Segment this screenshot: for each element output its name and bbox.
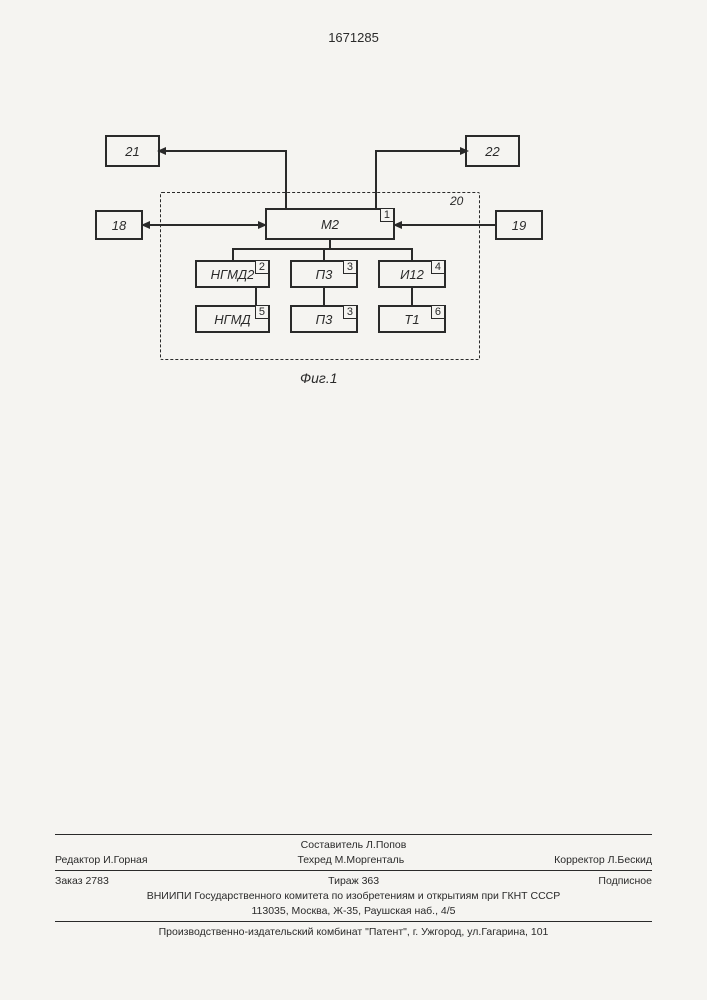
- order: Заказ 2783: [55, 874, 109, 889]
- box-p3a: П3 3: [290, 260, 358, 288]
- box-18: 18: [95, 210, 143, 240]
- box-label: И12: [400, 267, 424, 282]
- editor: Редактор И.Горная: [55, 853, 148, 868]
- box-label: 19: [512, 218, 526, 233]
- box-i12: И12 4: [378, 260, 446, 288]
- compiler: Составитель Л.Попов: [55, 838, 652, 853]
- box-num: 1: [380, 209, 393, 222]
- box-label: 22: [485, 144, 499, 159]
- box-22: 22: [465, 135, 520, 167]
- subscription: Подписное: [598, 874, 652, 889]
- box-ngmd2: НГМД2 2: [195, 260, 270, 288]
- techred: Техред М.Моргенталь: [297, 853, 404, 868]
- box-num: 6: [431, 306, 444, 319]
- box-label: 21: [125, 144, 139, 159]
- org1: ВНИИПИ Государственного комитета по изоб…: [55, 889, 652, 904]
- box-p3b: П3 3: [290, 305, 358, 333]
- corrector: Корректор Л.Бескид: [554, 853, 652, 868]
- tirage: Тираж 363: [328, 874, 379, 889]
- box-ngmd: НГМД 5: [195, 305, 270, 333]
- box-label: М2: [321, 217, 339, 232]
- addr1: 113035, Москва, Ж-35, Раушская наб., 4/5: [55, 904, 652, 919]
- box-num: 3: [343, 261, 356, 274]
- footer-block: Составитель Л.Попов Редактор И.Горная Те…: [55, 831, 652, 940]
- org2: Производственно-издательский комбинат "П…: [55, 925, 652, 940]
- box-19: 19: [495, 210, 543, 240]
- box-num: 4: [431, 261, 444, 274]
- box-label: 18: [112, 218, 126, 233]
- page-number: 1671285: [0, 30, 707, 45]
- figure-caption: Фиг.1: [300, 370, 338, 386]
- box-label: НГМД: [214, 312, 250, 327]
- block-diagram: 21 22 18 19 20 М2 1 НГМД2 2 П3 3 И12 4 Н…: [95, 130, 575, 410]
- container-label: 20: [450, 194, 463, 208]
- box-t1: Т1 6: [378, 305, 446, 333]
- box-m2: М2 1: [265, 208, 395, 240]
- box-label: П3: [316, 312, 333, 327]
- box-num: 5: [255, 306, 268, 319]
- box-num: 3: [343, 306, 356, 319]
- box-label: Т1: [404, 312, 419, 327]
- box-label: НГМД2: [211, 267, 255, 282]
- box-21: 21: [105, 135, 160, 167]
- box-label: П3: [316, 267, 333, 282]
- box-num: 2: [255, 261, 268, 274]
